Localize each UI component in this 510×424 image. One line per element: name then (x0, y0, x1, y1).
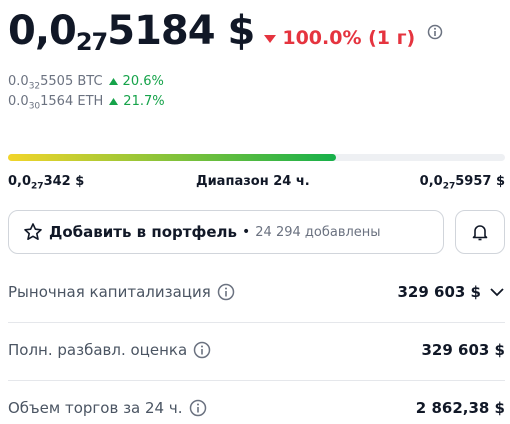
price-lead: 0,0 (8, 8, 77, 54)
range-low: 0,027342 $ (8, 174, 84, 192)
price-change: 100.0% (1 г) (264, 27, 415, 49)
stat-label-text: Объем торгов за 24 ч. (8, 399, 183, 417)
stat-value: 329 603 $ (397, 283, 505, 301)
conv-zeros: 32 (28, 81, 41, 92)
conversion: 0.0301564 ETH 21.7% (8, 94, 165, 112)
conv-lead: 0.0 (8, 74, 29, 89)
stat-label-text: Полн. разбавл. оценка (8, 341, 188, 359)
price-change-text: 100.0% (1 г) (282, 27, 416, 49)
info-icon[interactable] (427, 24, 443, 40)
low-digits: 342 $ (43, 174, 85, 189)
price-zeros: 27 (75, 28, 108, 56)
price-header: 0,0275184 $ 100.0% (1 г) (8, 8, 443, 56)
divider (8, 322, 505, 323)
conv-change-text: 20.6% (122, 74, 164, 89)
info-icon[interactable] (217, 283, 235, 301)
high-zeros: 27 (442, 181, 456, 192)
bell-icon (472, 225, 488, 241)
price-digits: 5184 $ (107, 8, 255, 54)
low-lead: 0,0 (8, 174, 32, 189)
divider (8, 380, 505, 381)
info-icon[interactable] (193, 341, 211, 359)
range-bar (8, 154, 505, 161)
alert-button[interactable] (455, 210, 505, 254)
down-arrow (264, 35, 277, 43)
add-portfolio-button[interactable]: Добавить в портфель • 24 294 добавлены (8, 210, 444, 254)
conv-zeros: 30 (28, 101, 41, 112)
conversion: 0.0325505 BTC 20.6% (8, 74, 164, 92)
conv-lead: 0.0 (8, 94, 29, 109)
expand-chevron[interactable] (489, 287, 505, 297)
stat-row: Полн. разбавл. оценка 329 603 $ (8, 336, 505, 364)
portfolio-count: 24 294 добавлены (255, 224, 381, 240)
high-digits: 5957 $ (455, 174, 505, 189)
range-fill (8, 154, 337, 161)
info-icon[interactable] (189, 399, 207, 417)
conv-change: 20.6% (108, 74, 164, 89)
conv-change-text: 21.7% (123, 94, 165, 109)
stat-value: 2 862,38 $ (416, 399, 505, 417)
up-arrow (108, 78, 118, 85)
conv-change: 21.7% (109, 94, 165, 109)
up-arrow (109, 98, 119, 105)
stat-label: Рыночная капитализация (8, 283, 235, 301)
stat-label: Полн. разбавл. оценка (8, 341, 211, 359)
range-high: 0,0275957 $ (420, 174, 505, 192)
stat-row: Рыночная капитализация 329 603 $ (8, 278, 505, 306)
star-icon (24, 223, 42, 240)
conv-digits: 1564 ETH (40, 94, 104, 109)
price: 0,0275184 $ (8, 8, 255, 56)
stat-row: Объем торгов за 24 ч. 2 862,38 $ (8, 394, 505, 422)
range-label: Диапазон 24 ч. (196, 174, 310, 189)
high-lead: 0,0 (419, 174, 443, 189)
button-label: Добавить в портфель (49, 223, 238, 241)
stat-label-text: Рыночная капитализация (8, 283, 211, 301)
conv-digits: 5505 BTC (40, 74, 103, 89)
stat-value-text: 329 603 $ (421, 341, 505, 359)
stat-value-text: 2 862,38 $ (415, 399, 505, 417)
separator: • (242, 224, 251, 240)
low-zeros: 27 (31, 181, 44, 192)
stat-value-text: 329 603 $ (397, 283, 481, 301)
stat-label: Объем торгов за 24 ч. (8, 399, 207, 417)
stat-value: 329 603 $ (421, 341, 505, 359)
